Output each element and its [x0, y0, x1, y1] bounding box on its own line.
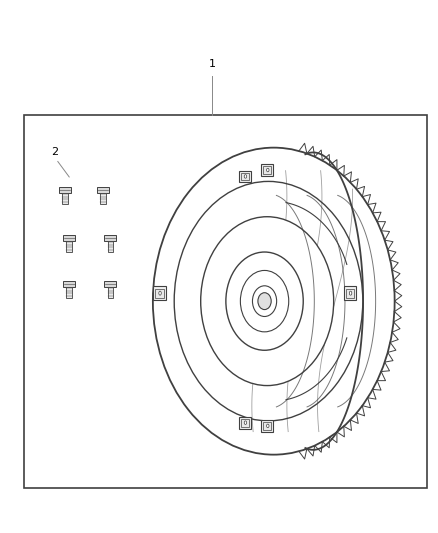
- Bar: [263, 422, 271, 430]
- Bar: [153, 287, 166, 300]
- Ellipse shape: [267, 168, 269, 172]
- Ellipse shape: [244, 421, 247, 424]
- Ellipse shape: [258, 293, 271, 310]
- Bar: [104, 235, 116, 241]
- Bar: [59, 187, 71, 193]
- Bar: [263, 166, 271, 174]
- Text: 2: 2: [51, 147, 58, 157]
- Bar: [261, 164, 273, 176]
- Ellipse shape: [226, 252, 303, 350]
- Bar: [261, 420, 273, 432]
- Ellipse shape: [174, 181, 363, 421]
- Bar: [24, 115, 427, 488]
- Ellipse shape: [252, 286, 277, 317]
- Bar: [64, 235, 75, 241]
- Bar: [104, 280, 116, 287]
- Bar: [64, 280, 75, 287]
- Text: 1: 1: [209, 59, 216, 69]
- Ellipse shape: [153, 148, 395, 455]
- Bar: [344, 287, 356, 300]
- Ellipse shape: [159, 291, 161, 295]
- Bar: [100, 193, 106, 205]
- Ellipse shape: [201, 217, 334, 385]
- Bar: [62, 193, 67, 205]
- Bar: [241, 173, 249, 180]
- Ellipse shape: [240, 270, 289, 332]
- Ellipse shape: [267, 424, 269, 427]
- Bar: [67, 241, 72, 253]
- Ellipse shape: [350, 291, 352, 295]
- Bar: [155, 289, 163, 297]
- Bar: [108, 241, 113, 253]
- Bar: [108, 287, 113, 298]
- Bar: [241, 419, 249, 426]
- Ellipse shape: [244, 175, 247, 178]
- Bar: [239, 171, 251, 182]
- Bar: [67, 287, 72, 298]
- Bar: [346, 289, 354, 297]
- Bar: [239, 417, 251, 429]
- Bar: [97, 187, 109, 193]
